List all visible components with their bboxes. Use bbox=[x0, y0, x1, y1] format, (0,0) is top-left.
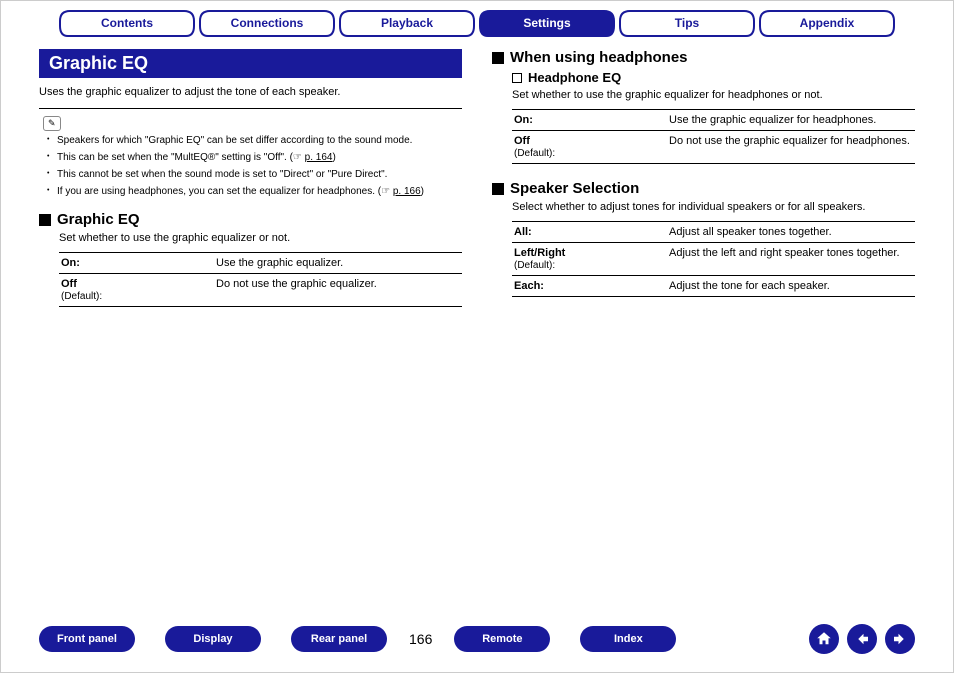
note-item: This can be set when the "MultEQ®" setti… bbox=[47, 150, 462, 165]
graphic-eq-options: On:Use the graphic equalizer.Off(Default… bbox=[59, 252, 462, 307]
tab-playback[interactable]: Playback bbox=[338, 9, 476, 37]
home-button[interactable] bbox=[809, 624, 839, 654]
hollow-square-icon bbox=[512, 73, 522, 83]
option-label: Off(Default): bbox=[514, 135, 669, 159]
notes-list: Speakers for which "Graphic EQ" can be s… bbox=[39, 133, 462, 199]
speaker-selection-options: All:Adjust all speaker tones together.Le… bbox=[512, 221, 915, 297]
note-item: This cannot be set when the sound mode i… bbox=[47, 167, 462, 182]
page-number: 166 bbox=[409, 631, 432, 647]
page-ref-link[interactable]: p. 164 bbox=[305, 152, 333, 163]
square-bullet-icon bbox=[39, 214, 51, 226]
subsection-headphone-eq: Headphone EQ bbox=[512, 70, 915, 85]
section-headphones: When using headphones bbox=[492, 49, 915, 66]
section-graphic-eq: Graphic EQ bbox=[39, 211, 462, 228]
arrow-right-icon bbox=[891, 630, 909, 648]
option-label: Each: bbox=[514, 280, 669, 292]
section-speaker-selection: Speaker Selection bbox=[492, 180, 915, 197]
option-desc: Adjust the tone for each speaker. bbox=[669, 280, 913, 292]
content-area: Graphic EQ Uses the graphic equalizer to… bbox=[1, 37, 953, 307]
nav-pill-display[interactable]: Display bbox=[165, 626, 261, 652]
section-desc: Set whether to use the graphic equalizer… bbox=[59, 232, 462, 244]
left-column: Graphic EQ Uses the graphic equalizer to… bbox=[39, 49, 462, 307]
note-box: ✎ Speakers for which "Graphic EQ" can be… bbox=[39, 108, 462, 199]
nav-pill-remote[interactable]: Remote bbox=[454, 626, 550, 652]
nav-pill-index[interactable]: Index bbox=[580, 626, 676, 652]
section-desc: Select whether to adjust tones for indiv… bbox=[512, 201, 915, 213]
option-desc: Use the graphic equalizer for headphones… bbox=[669, 114, 913, 126]
section-desc: Set whether to use the graphic equalizer… bbox=[512, 89, 915, 101]
tab-label: Settings bbox=[523, 16, 570, 30]
note-icon-row: ✎ bbox=[39, 109, 462, 133]
home-icon bbox=[815, 630, 833, 648]
tab-tips[interactable]: Tips bbox=[618, 9, 756, 37]
option-desc: Use the graphic equalizer. bbox=[216, 257, 460, 269]
tab-appendix[interactable]: Appendix bbox=[758, 9, 896, 37]
subsection-heading: Headphone EQ bbox=[528, 70, 621, 85]
page-title: Graphic EQ bbox=[39, 49, 462, 78]
option-label: All: bbox=[514, 226, 669, 238]
section-heading: When using headphones bbox=[510, 49, 688, 66]
note-item: If you are using headphones, you can set… bbox=[47, 184, 462, 199]
option-label: On: bbox=[61, 257, 216, 269]
prev-button[interactable] bbox=[847, 624, 877, 654]
option-label: On: bbox=[514, 114, 669, 126]
option-desc: Adjust all speaker tones together. bbox=[669, 226, 913, 238]
bottom-pills-left: Front panel Display Rear panel bbox=[39, 626, 387, 652]
arrow-left-icon bbox=[853, 630, 871, 648]
tab-connections[interactable]: Connections bbox=[198, 9, 336, 37]
option-desc: Do not use the graphic equalizer. bbox=[216, 278, 460, 302]
intro-text: Uses the graphic equalizer to adjust the… bbox=[39, 86, 462, 98]
pencil-icon: ✎ bbox=[43, 116, 61, 131]
tab-label: Appendix bbox=[800, 16, 855, 30]
bottom-nav: Front panel Display Rear panel 166 Remote I… bbox=[1, 624, 953, 654]
option-desc: Adjust the left and right speaker tones … bbox=[669, 247, 913, 271]
next-button[interactable] bbox=[885, 624, 915, 654]
section-heading: Speaker Selection bbox=[510, 180, 639, 197]
option-desc: Do not use the graphic equalizer for hea… bbox=[669, 135, 913, 159]
top-tab-bar: Contents Connections Playback Settings Tips A… bbox=[1, 1, 953, 37]
tab-contents[interactable]: Contents bbox=[58, 9, 196, 37]
nav-pill-rear-panel[interactable]: Rear panel bbox=[291, 626, 387, 652]
tab-settings[interactable]: Settings bbox=[478, 9, 616, 37]
option-row: On:Use the graphic equalizer. bbox=[59, 253, 462, 274]
page-ref-link[interactable]: p. 166 bbox=[393, 186, 421, 197]
option-label: Off(Default): bbox=[61, 278, 216, 302]
square-bullet-icon bbox=[492, 52, 504, 64]
option-row: Left/Right(Default):Adjust the left and … bbox=[512, 243, 915, 276]
nav-pill-front-panel[interactable]: Front panel bbox=[39, 626, 135, 652]
option-row: Each:Adjust the tone for each speaker. bbox=[512, 276, 915, 297]
right-column: When using headphones Headphone EQ Set w… bbox=[492, 49, 915, 307]
nav-icons bbox=[809, 624, 915, 654]
option-row: All:Adjust all speaker tones together. bbox=[512, 222, 915, 243]
tab-label: Playback bbox=[381, 16, 433, 30]
square-bullet-icon bbox=[492, 183, 504, 195]
tab-label: Tips bbox=[675, 16, 699, 30]
bottom-pills-right: Remote Index bbox=[454, 626, 676, 652]
option-row: Off(Default):Do not use the graphic equa… bbox=[512, 131, 915, 164]
note-item: Speakers for which "Graphic EQ" can be s… bbox=[47, 133, 462, 148]
option-label: Left/Right(Default): bbox=[514, 247, 669, 271]
option-row: Off(Default):Do not use the graphic equa… bbox=[59, 274, 462, 307]
section-heading: Graphic EQ bbox=[57, 211, 140, 228]
tab-label: Contents bbox=[101, 16, 153, 30]
headphone-eq-options: On:Use the graphic equalizer for headpho… bbox=[512, 109, 915, 164]
manual-page: Contents Connections Playback Settings Tips A… bbox=[0, 0, 954, 673]
tab-label: Connections bbox=[231, 16, 304, 30]
option-row: On:Use the graphic equalizer for headpho… bbox=[512, 110, 915, 131]
